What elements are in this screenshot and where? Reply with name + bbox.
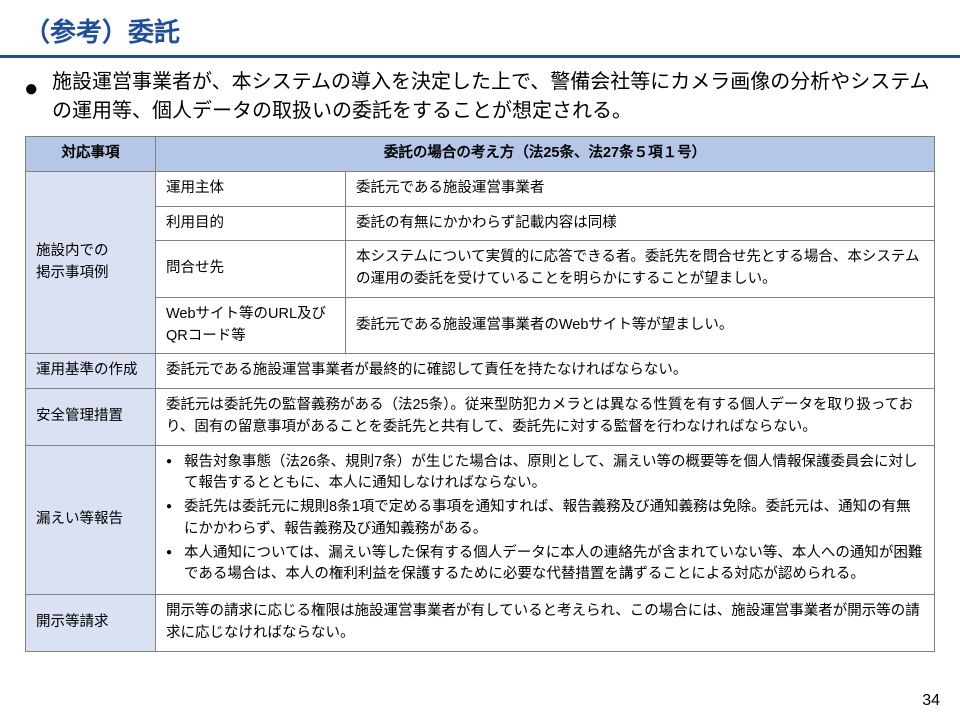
lead-text: 施設運営事業者が、本システムの導入を決定した上で、警備会社等にカメラ画像の分析や… <box>52 71 930 122</box>
row1-val: 委託元である施設運営事業者 <box>346 171 935 206</box>
row1-sub: 運用主体 <box>156 171 346 206</box>
delegation-table: 対応事項 委託の場合の考え方（法25条、法27条５項１号） 施設内での 掲示事項… <box>25 136 935 652</box>
table-row: Webサイト等のURL及びQRコード等 委託元である施設運営事業者のWebサイト… <box>26 297 935 354</box>
row7-label: 漏えい等報告 <box>26 445 156 595</box>
row3-sub: 問合せ先 <box>156 241 346 298</box>
row5-val: 委託元である施設運営事業者が最終的に確認して責任を持たなければならない。 <box>156 354 935 389</box>
row3-val: 本システムについて実質的に応答できる者。委託先を問合せ先とする場合、本システムの… <box>346 241 935 298</box>
row4-sub: Webサイト等のURL及びQRコード等 <box>156 297 346 354</box>
row4-val: 委託元である施設運営事業者のWebサイト等が望ましい。 <box>346 297 935 354</box>
table-header-row: 対応事項 委託の場合の考え方（法25条、法27条５項１号） <box>26 137 935 172</box>
row2-sub: 利用目的 <box>156 206 346 241</box>
bullet-icon: ● <box>24 72 39 107</box>
page-title: （参考）委託 <box>0 0 960 55</box>
table-row: 安全管理措置 委託元は委託先の監督義務がある（法25条）。従来型防犯カメラとは異… <box>26 389 935 446</box>
list-item: 委託先は委託元に規則8条1項で定める事項を通知すれば、報告義務及び通知義務は免除… <box>166 497 924 541</box>
list-item: 本人通知については、漏えい等した保有する個人データに本人の連絡先が含まれていない… <box>166 543 924 587</box>
row7-list: 報告対象事態（法26条、規則7条）が生じた場合は、原則として、漏えい等の概要等を… <box>166 452 924 587</box>
table-row: 利用目的 委託の有無にかかわらず記載内容は同様 <box>26 206 935 241</box>
row8-val: 開示等の請求に応じる権限は施設運営事業者が有していると考えられ、この場合には、施… <box>156 595 935 652</box>
posting-label: 施設内での 掲示事項例 <box>26 171 156 354</box>
list-item: 報告対象事態（法26条、規則7条）が生じた場合は、原則として、漏えい等の概要等を… <box>166 452 924 496</box>
table-row: 漏えい等報告 報告対象事態（法26条、規則7条）が生じた場合は、原則として、漏え… <box>26 445 935 595</box>
header-col1: 対応事項 <box>26 137 156 172</box>
row8-label: 開示等請求 <box>26 595 156 652</box>
table-row: 開示等請求 開示等の請求に応じる権限は施設運営事業者が有していると考えられ、この… <box>26 595 935 652</box>
row2-val: 委託の有無にかかわらず記載内容は同様 <box>346 206 935 241</box>
row7-val: 報告対象事態（法26条、規則7条）が生じた場合は、原則として、漏えい等の概要等を… <box>156 445 935 595</box>
page-number: 34 <box>922 692 940 710</box>
row6-val: 委託元は委託先の監督義務がある（法25条）。従来型防犯カメラとは異なる性質を有す… <box>156 389 935 446</box>
lead-paragraph: ● 施設運営事業者が、本システムの導入を決定した上で、警備会社等にカメラ画像の分… <box>0 68 960 136</box>
row5-label: 運用基準の作成 <box>26 354 156 389</box>
header-col2: 委託の場合の考え方（法25条、法27条５項１号） <box>156 137 935 172</box>
table-row: 施設内での 掲示事項例 運用主体 委託元である施設運営事業者 <box>26 171 935 206</box>
title-underline <box>0 55 960 58</box>
table-row: 運用基準の作成 委託元である施設運営事業者が最終的に確認して責任を持たなければな… <box>26 354 935 389</box>
table-row: 問合せ先 本システムについて実質的に応答できる者。委託先を問合せ先とする場合、本… <box>26 241 935 298</box>
row6-label: 安全管理措置 <box>26 389 156 446</box>
